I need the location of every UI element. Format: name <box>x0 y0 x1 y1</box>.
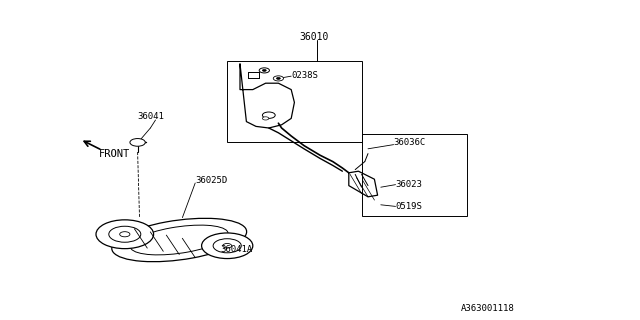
Circle shape <box>223 244 232 248</box>
Polygon shape <box>349 171 378 197</box>
Circle shape <box>202 233 253 259</box>
Circle shape <box>273 76 284 81</box>
Circle shape <box>109 226 141 242</box>
Circle shape <box>259 68 269 73</box>
Circle shape <box>96 220 154 249</box>
Text: 36036C: 36036C <box>394 138 426 147</box>
Text: 36025D: 36025D <box>195 176 227 185</box>
Text: 36041: 36041 <box>138 112 164 121</box>
Text: 36041A: 36041A <box>221 245 253 254</box>
Circle shape <box>262 69 266 71</box>
Circle shape <box>276 77 280 79</box>
Bar <box>362 134 467 216</box>
Text: 0519S: 0519S <box>396 202 422 211</box>
Circle shape <box>262 117 269 120</box>
Ellipse shape <box>112 218 246 262</box>
Circle shape <box>262 112 275 118</box>
Text: 0238S: 0238S <box>291 71 318 80</box>
Circle shape <box>120 232 130 237</box>
Text: 36023: 36023 <box>396 180 422 188</box>
Text: 36010: 36010 <box>300 32 329 42</box>
Ellipse shape <box>131 225 228 255</box>
Circle shape <box>130 139 145 146</box>
Circle shape <box>213 239 241 253</box>
Text: FRONT: FRONT <box>99 148 131 159</box>
Bar <box>227 61 362 142</box>
Text: A363001118: A363001118 <box>461 304 515 313</box>
